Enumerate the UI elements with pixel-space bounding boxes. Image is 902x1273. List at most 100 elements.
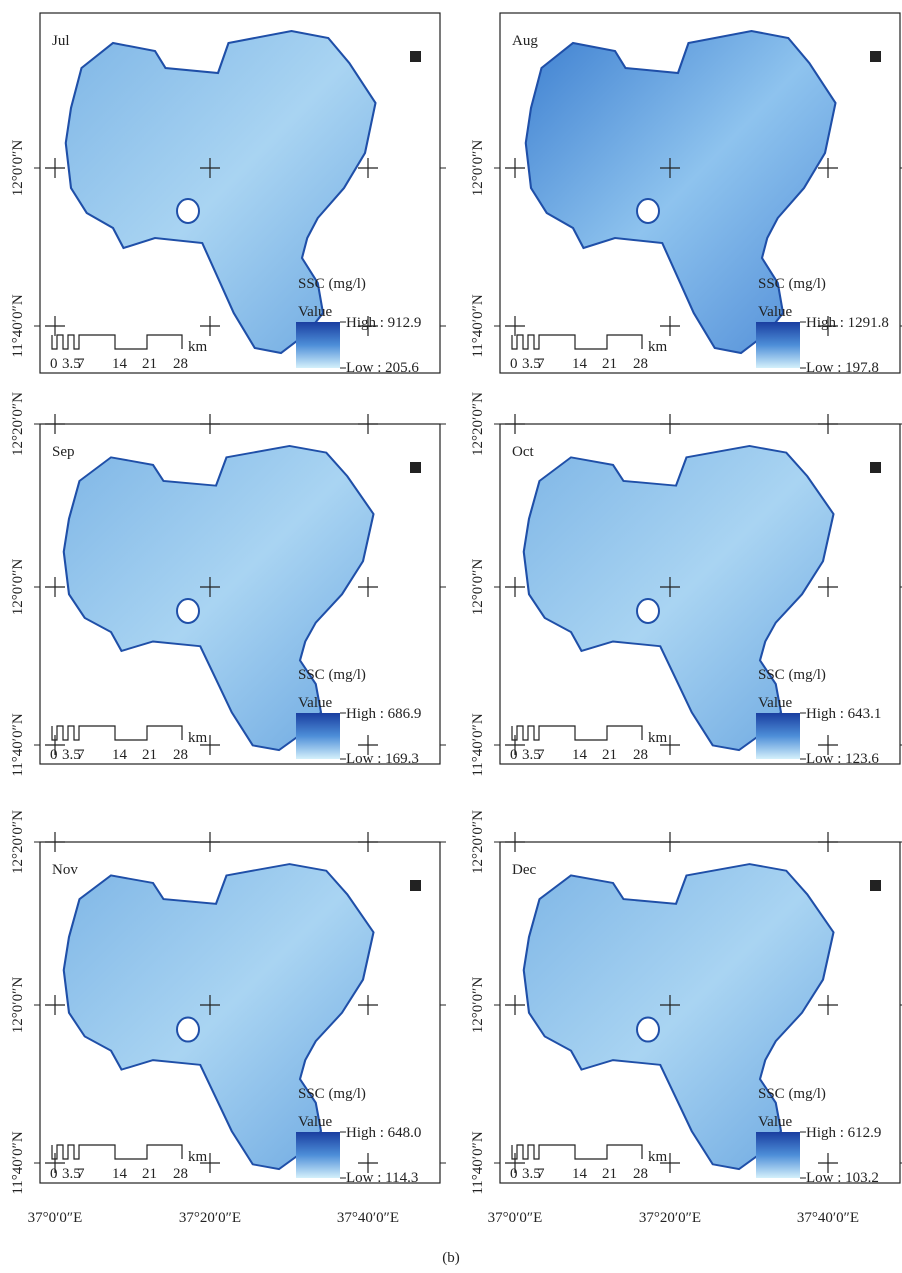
north-marker [410, 462, 421, 473]
legend-high: High : 648.0 [346, 1125, 421, 1141]
island [637, 199, 659, 223]
month-label: Oct [512, 444, 534, 460]
lat-label: 12°0′0″N [10, 977, 26, 1034]
graticule-cross [45, 316, 65, 336]
lat-label: 12°0′0″N [10, 140, 26, 197]
legend-low: Low : 197.8 [806, 360, 879, 376]
scale-label: 28 [633, 747, 648, 763]
scale-bar [52, 1145, 182, 1159]
caption: (b) [442, 1250, 460, 1266]
legend-subtitle: Value [298, 304, 332, 320]
lat-label: 11°40′0″N [10, 713, 26, 776]
lat-label: 11°40′0″N [10, 294, 26, 357]
legend-ramp [756, 713, 800, 759]
scale-bar [52, 335, 182, 349]
lon-label: 37°40′0″E [797, 1210, 859, 1226]
graticule-cross [45, 832, 65, 852]
scale-label: 7 [537, 1166, 545, 1182]
graticule-cross [505, 577, 525, 597]
graticule-cross [505, 995, 525, 1015]
graticule-cross [818, 577, 838, 597]
scale-label: 0 [50, 747, 58, 763]
graticule-cross [505, 832, 525, 852]
lat-label: 12°20′0″N [10, 392, 26, 456]
north-marker [410, 880, 421, 891]
scale-unit: km [648, 339, 668, 355]
graticule-cross [45, 414, 65, 434]
lat-label: 11°40′0″N [470, 294, 486, 357]
scale-label: 21 [142, 747, 157, 763]
scale-unit: km [188, 730, 208, 746]
lon-label: 37°40′0″E [337, 1210, 399, 1226]
lat-label: 12°0′0″N [470, 559, 486, 616]
legend-high: High : 1291.8 [806, 315, 889, 331]
scale-unit: km [648, 730, 668, 746]
graticule-cross [505, 316, 525, 336]
north-marker [870, 462, 881, 473]
legend-title: SSC (mg/l) [298, 1086, 366, 1102]
scale-label: 14 [112, 1166, 128, 1182]
legend-ramp [296, 322, 340, 368]
scale-label: 14 [572, 356, 588, 372]
island [177, 1018, 199, 1042]
island [637, 599, 659, 623]
month-label: Nov [52, 862, 78, 878]
scale-bar [512, 1145, 642, 1159]
scale-label: 21 [602, 747, 617, 763]
graticule-cross [505, 158, 525, 178]
scale-label: 7 [537, 356, 545, 372]
scale-unit: km [648, 1149, 668, 1165]
scale-label: 7 [77, 1166, 85, 1182]
legend-ramp [296, 1132, 340, 1178]
legend-ramp [756, 1132, 800, 1178]
scale-unit: km [188, 339, 208, 355]
legend-title: SSC (mg/l) [298, 276, 366, 292]
lat-label: 12°20′0″N [470, 392, 486, 456]
lat-label: 12°0′0″N [470, 977, 486, 1034]
scale-label: 14 [572, 747, 588, 763]
scale-label: 0 [510, 356, 518, 372]
graticule-cross [45, 995, 65, 1015]
legend-high: High : 643.1 [806, 706, 881, 722]
map-panel: 12°20′0″N12°0′0″N11°40′0″NNovSSC (mg/l)V… [10, 810, 446, 1195]
scale-label: 0 [50, 1166, 58, 1182]
scale-label: 0 [510, 1166, 518, 1182]
island [177, 199, 199, 223]
scale-label: 28 [633, 356, 648, 372]
graticule-cross [818, 832, 838, 852]
scale-unit: km [188, 1149, 208, 1165]
graticule-cross [660, 414, 680, 434]
scale-bar [52, 726, 182, 740]
graticule-cross [358, 577, 378, 597]
scale-label: 21 [602, 1166, 617, 1182]
lat-label: 12°20′0″N [470, 810, 486, 874]
graticule-cross [358, 414, 378, 434]
scale-label: 21 [142, 356, 157, 372]
scale-label: 14 [572, 1166, 588, 1182]
month-label: Aug [512, 33, 538, 49]
graticule-cross [660, 316, 680, 336]
graticule-cross [200, 832, 220, 852]
legend-high: High : 686.9 [346, 706, 421, 722]
map-panel: 12°0′0″N11°40′0″NJulSSC (mg/l)ValueHigh … [10, 13, 446, 376]
legend-low: Low : 114.3 [346, 1170, 418, 1186]
graticule-cross [358, 995, 378, 1015]
lat-label: 12°0′0″N [10, 559, 26, 616]
lat-label: 12°0′0″N [470, 140, 486, 197]
legend-high: High : 612.9 [806, 1125, 881, 1141]
north-marker [870, 51, 881, 62]
scale-label: 7 [77, 356, 85, 372]
graticule-cross [45, 158, 65, 178]
lon-label: 37°0′0″E [28, 1210, 83, 1226]
graticule-cross [200, 414, 220, 434]
legend-subtitle: Value [758, 1114, 792, 1130]
legend-low: Low : 169.3 [346, 751, 419, 767]
legend-subtitle: Value [298, 1114, 332, 1130]
legend-subtitle: Value [758, 695, 792, 711]
graticule-cross [660, 832, 680, 852]
legend-ramp [296, 713, 340, 759]
legend-title: SSC (mg/l) [758, 276, 826, 292]
island [177, 599, 199, 623]
lat-label: 12°20′0″N [10, 810, 26, 874]
